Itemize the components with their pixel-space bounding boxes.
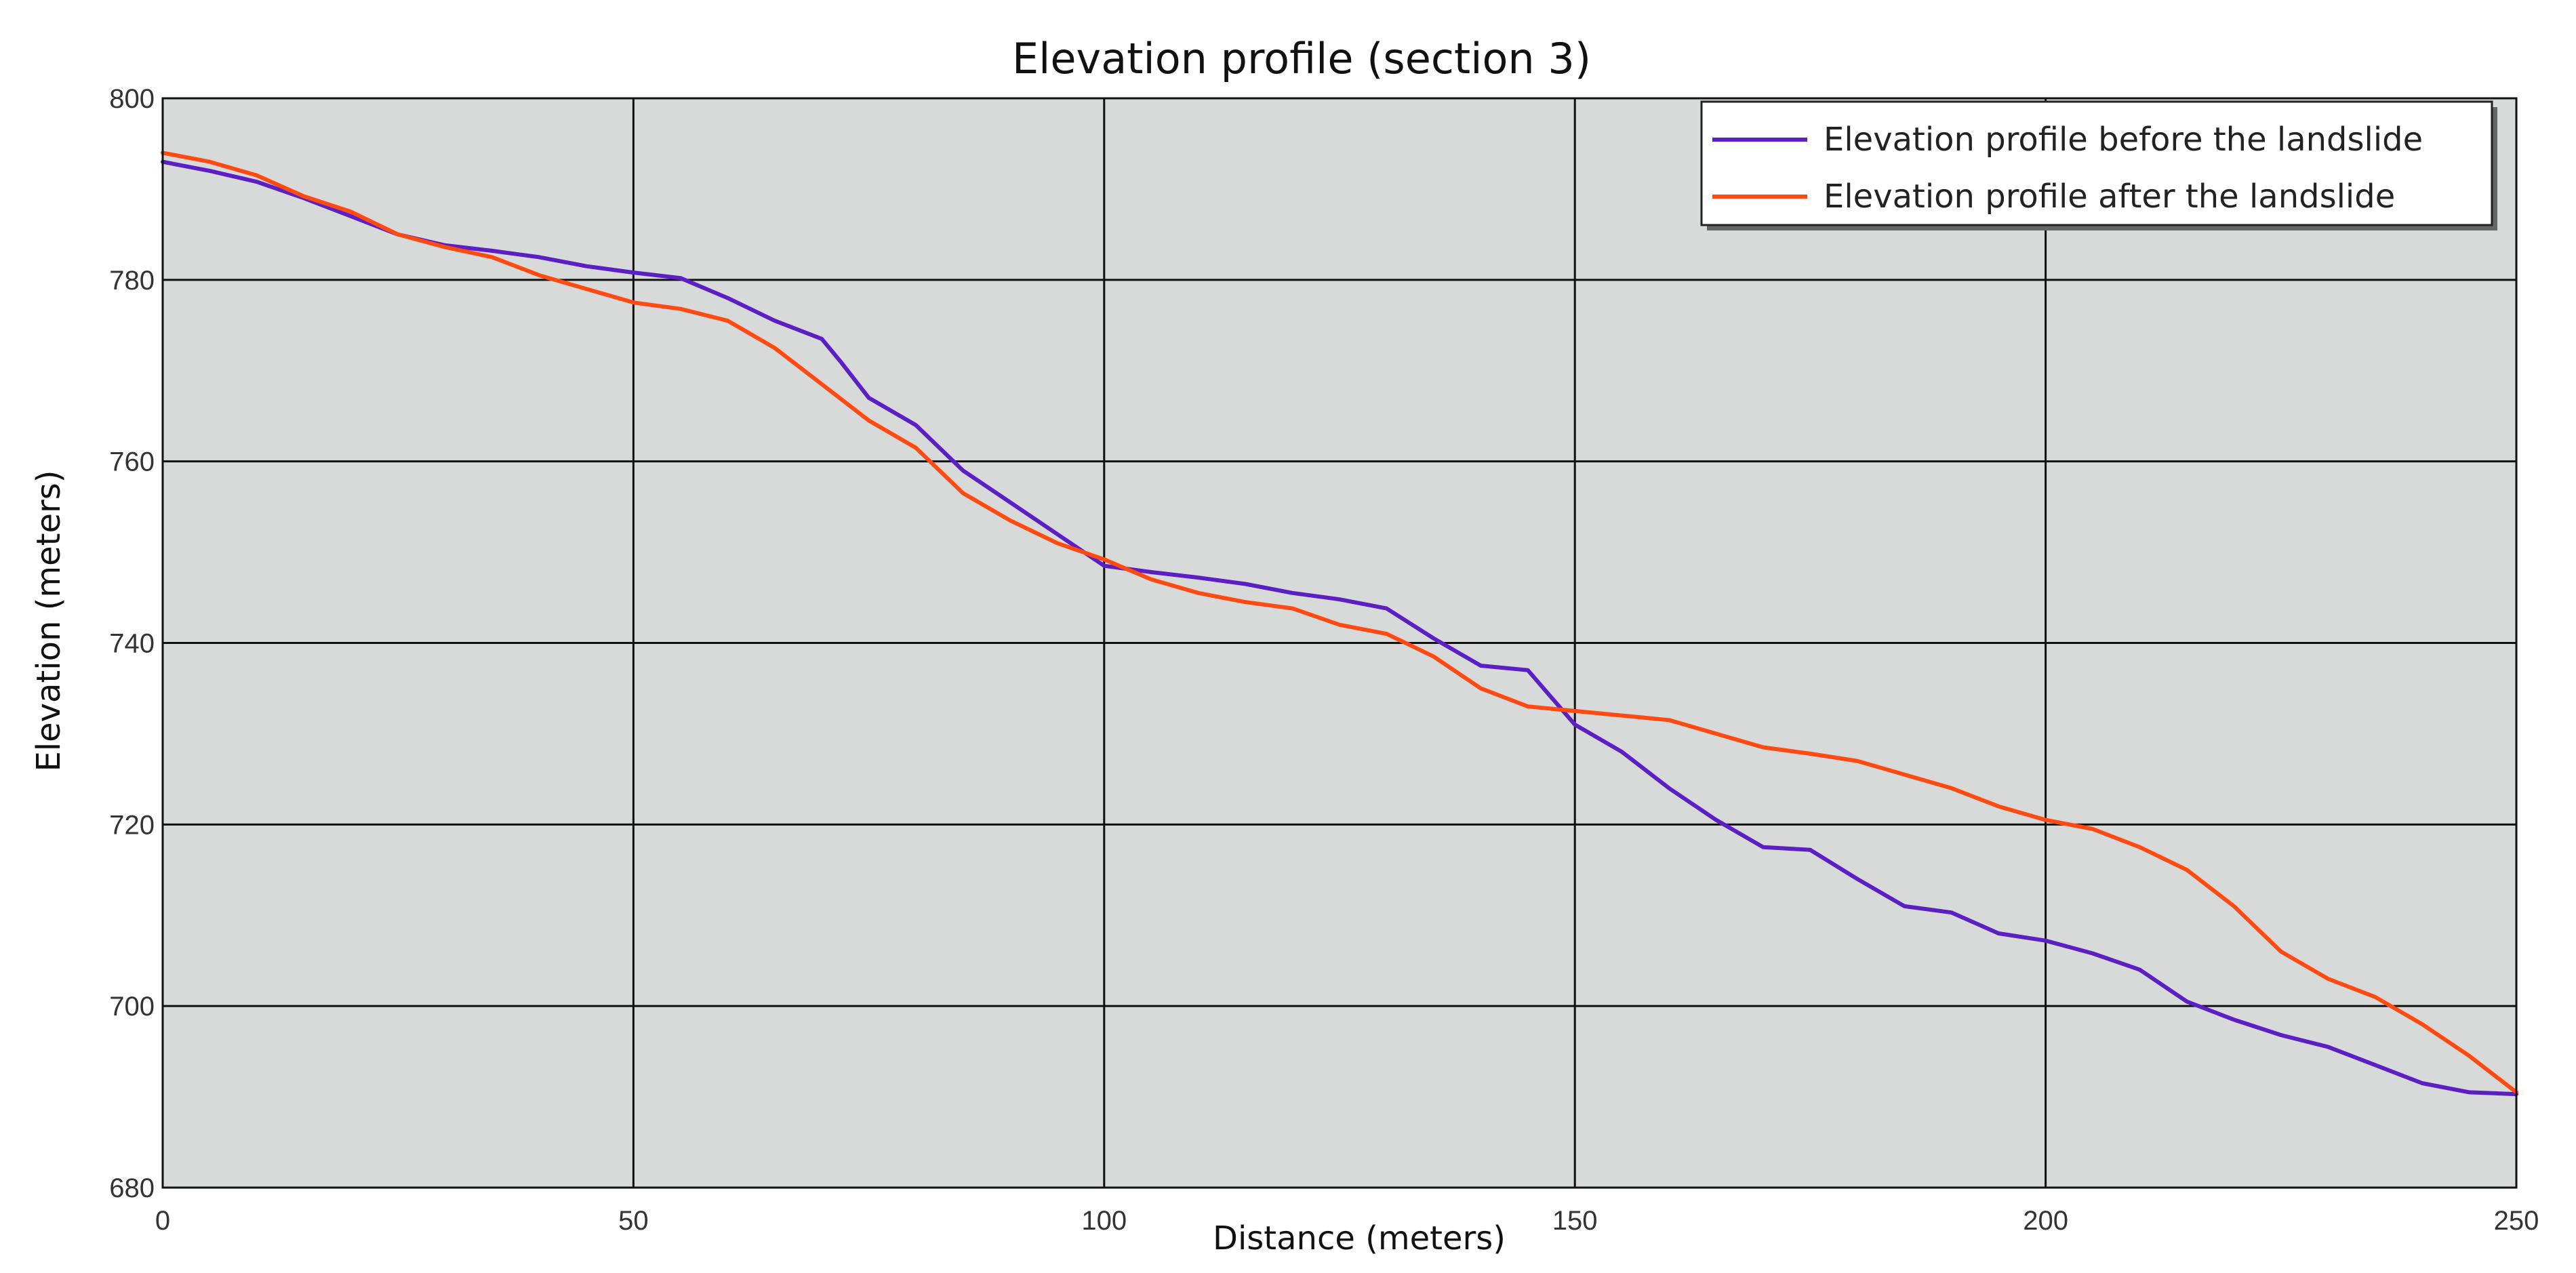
y-tick-label: 760 [109,447,155,477]
y-tick-label: 740 [109,629,155,659]
legend-label-before: Elevation profile before the landslide [1824,121,2423,159]
y-tick-label: 700 [109,992,155,1022]
y-tick-label: 800 [109,84,155,114]
series-layer [161,150,2518,1097]
chart-title: Elevation profile (section 3) [1012,34,1591,83]
y-axis-label: Elevation (meters) [30,470,68,771]
x-tick-label: 0 [155,1206,170,1236]
series-line-before-landslide [161,159,2518,1097]
y-tick-label: 780 [109,266,155,296]
x-axis-label: Distance (meters) [1213,1219,1506,1257]
x-tick-label: 150 [1552,1206,1598,1236]
y-tick-label: 720 [109,810,155,840]
legend-label-after: Elevation profile after the landslide [1824,178,2395,216]
plot-border [161,97,2518,1189]
legend-box [1700,100,2493,226]
x-tick-labels: 0 50 100 150 200 250 [155,1206,2539,1236]
x-tick-label: 250 [2494,1206,2539,1236]
y-tick-labels: 680 700 720 740 760 780 800 [109,84,155,1203]
series-line-after-landslide [161,150,2518,1095]
legend: Elevation profile before the landslide E… [1700,100,2497,230]
x-tick-label: 200 [2023,1206,2068,1236]
x-tick-label: 100 [1081,1206,1127,1236]
x-tick-label: 50 [618,1206,649,1236]
y-tick-label: 680 [109,1173,155,1203]
